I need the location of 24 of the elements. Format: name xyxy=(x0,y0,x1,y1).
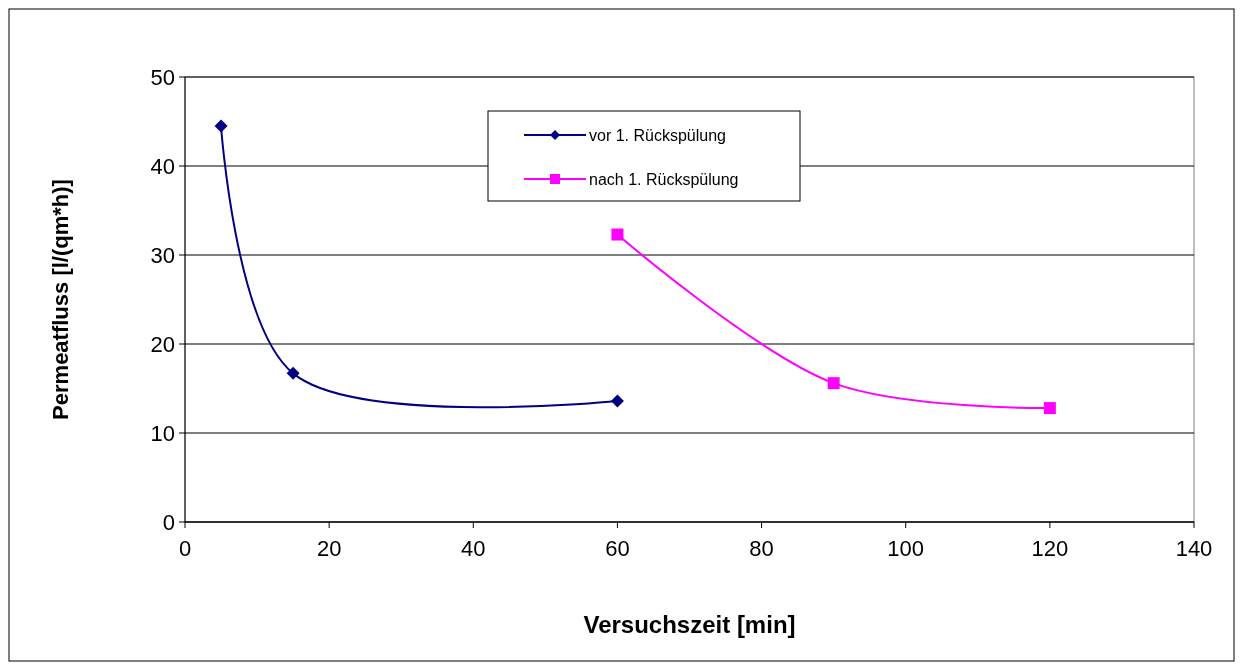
y-tick-label: 0 xyxy=(162,509,175,535)
x-tick-label: 40 xyxy=(461,536,486,561)
x-tick-label: 120 xyxy=(1031,536,1069,561)
point xyxy=(214,119,228,133)
point xyxy=(286,366,300,380)
legend-label: vor 1. Rückspülung xyxy=(589,126,726,144)
x-tick-label: 80 xyxy=(749,536,774,561)
y-tick-label: 10 xyxy=(150,420,175,446)
y-tick-label: 40 xyxy=(150,153,175,179)
y-tick-label: 20 xyxy=(150,331,175,357)
point xyxy=(611,228,624,241)
x-tick-label: 20 xyxy=(316,536,342,561)
point xyxy=(610,394,624,408)
x-tick-label: 140 xyxy=(1175,536,1213,561)
x-tick-label: 60 xyxy=(605,536,630,561)
y-axis-title: Permeatfluss [l/(qm*h)] xyxy=(48,179,73,420)
point xyxy=(1043,402,1056,415)
y-tick-label: 30 xyxy=(150,242,175,268)
point xyxy=(827,377,840,390)
x-axis-title: Versuchszeit [min] xyxy=(583,611,796,638)
y-tick-label: 50 xyxy=(150,64,175,90)
x-tick-label: 100 xyxy=(887,536,925,561)
legend-label: nach 1. Rückspülung xyxy=(589,170,739,188)
x-tick-label: 0 xyxy=(178,536,192,561)
